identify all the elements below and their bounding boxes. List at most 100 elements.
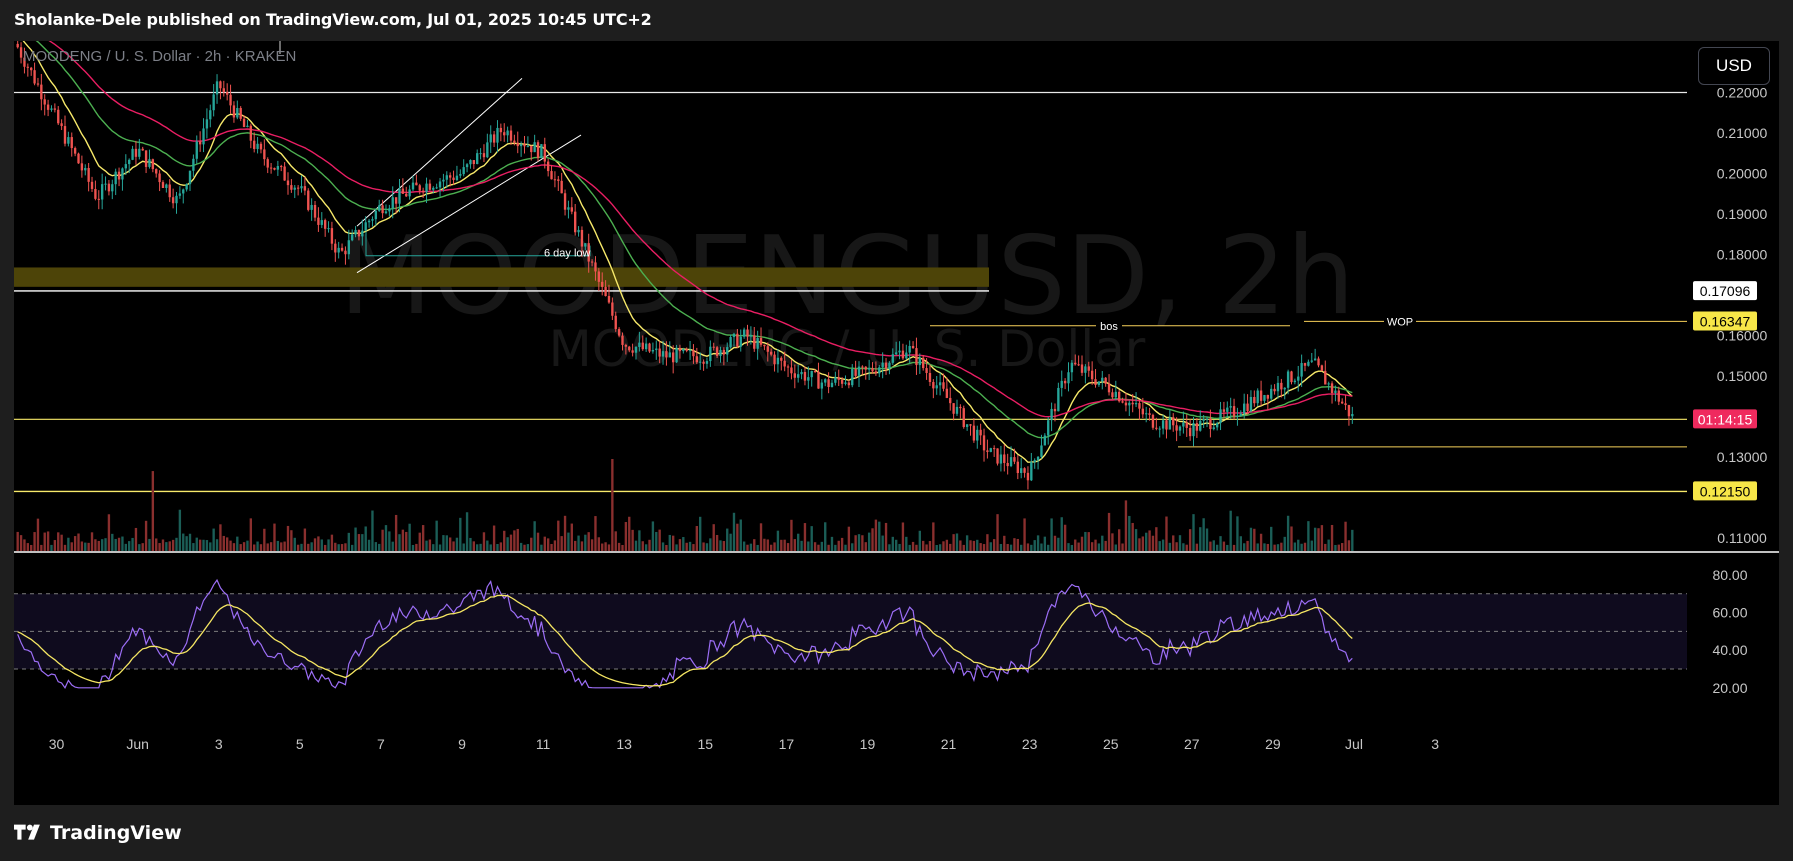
candle-body (1080, 364, 1084, 373)
candle-body (631, 350, 634, 353)
date-tick-label: 27 (1184, 736, 1200, 752)
candle-body (465, 164, 469, 168)
candle-body (161, 182, 165, 188)
volume-bar (1303, 542, 1307, 551)
volume-bar (857, 534, 861, 551)
volume-bar (303, 528, 307, 551)
volume-bar (871, 528, 874, 551)
volume-bar (986, 534, 989, 551)
volume-bar (874, 519, 878, 551)
volume-bar (290, 530, 293, 551)
candle-body (861, 366, 864, 368)
volume-bar (925, 544, 928, 551)
volume-bar (1178, 535, 1182, 551)
volume-bar (36, 518, 40, 551)
volume-bar (820, 541, 824, 551)
wop-label: WOP (1387, 316, 1413, 328)
candle-body (469, 160, 472, 165)
candle-body (1226, 407, 1229, 412)
candle-body (1050, 408, 1053, 421)
candle-body (276, 166, 280, 170)
date-tick-label: 29 (1265, 736, 1281, 752)
volume-bar (1330, 524, 1334, 551)
currency-button[interactable]: USD (1698, 47, 1770, 85)
candle-body (911, 346, 915, 349)
volume-bar (1263, 543, 1266, 551)
candle-body (699, 361, 702, 363)
volume-bar (928, 541, 932, 551)
volume-bar (90, 532, 94, 551)
candle-body (665, 351, 668, 358)
volume-bar (996, 514, 999, 551)
volume-bar (1270, 526, 1273, 551)
volume-bar (878, 521, 881, 551)
candle-body (827, 379, 830, 387)
volume-bar (401, 529, 405, 551)
candle-body (398, 188, 401, 204)
date-tick-label: 5 (296, 736, 304, 752)
candle-body (638, 342, 641, 347)
volume-bar (898, 543, 901, 551)
candle-body (1317, 358, 1320, 366)
candle-body (1286, 371, 1290, 388)
candle-body (1084, 366, 1087, 373)
volume-bar (442, 535, 445, 551)
candle-body (67, 137, 70, 144)
volume-bar (607, 544, 611, 551)
rsi-tick-label: 20.00 (1712, 680, 1747, 696)
brand-label: TradingView (50, 822, 182, 844)
volume-bar (107, 514, 111, 551)
candle-body (165, 184, 168, 188)
candle-body (1094, 379, 1097, 385)
candle-body (1290, 371, 1293, 383)
volume-bar (574, 540, 577, 551)
volume-bar (151, 471, 155, 551)
candle-body (604, 286, 607, 297)
volume-bar (391, 541, 394, 551)
candle-body (222, 88, 225, 93)
volume-bar (1192, 514, 1195, 551)
candle-body (1280, 382, 1283, 390)
price-tick-label: 0.15000 (1717, 368, 1768, 384)
tradingview-brand[interactable]: TradingView (14, 822, 182, 844)
time-axis[interactable]: 30 Jun 3 5 7 9 11 13 15 17 19 21 23 25 27 29 Jul 3 (49, 736, 1439, 752)
candle-body (158, 173, 161, 183)
candle-body (1327, 383, 1330, 385)
candle-body (567, 207, 570, 210)
volume-bar (1013, 538, 1016, 551)
volume-bar (1047, 544, 1050, 551)
volume-bar (719, 540, 722, 551)
candle-body (384, 211, 388, 214)
candle-body (742, 329, 746, 337)
date-tick-label: 13 (616, 736, 632, 752)
volume-bar (1327, 539, 1330, 551)
candle-body (1168, 417, 1172, 430)
volume-bar (1195, 543, 1199, 551)
rsi-axis: 80.00 60.00 40.00 20.00 (1712, 567, 1747, 696)
volume-bar (1313, 527, 1317, 551)
chart-panel[interactable]: MOODENGUSD, 2h MOODENG / U. S. Dollar 6 … (14, 41, 1779, 805)
volume-bar (509, 534, 513, 551)
candle-body (1205, 418, 1209, 420)
price-chart[interactable]: MOODENGUSD, 2h MOODENG / U. S. Dollar 6 … (14, 41, 1779, 805)
volume-bar (340, 544, 344, 551)
candle-body (813, 371, 817, 373)
volume-bar (1340, 543, 1344, 551)
volume-bar (969, 540, 972, 551)
candle-body (280, 166, 283, 168)
volume-bar (1253, 528, 1256, 551)
date-tick-label: 17 (779, 736, 795, 752)
volume-bar (797, 533, 800, 551)
volume-bar (1033, 540, 1036, 551)
date-tick-label: 30 (49, 736, 65, 752)
candle-body (976, 429, 979, 441)
volume-bar (405, 531, 408, 551)
wedge-upper-line (356, 77, 523, 227)
volume-bar (1215, 544, 1219, 551)
volume-bar (67, 537, 70, 551)
volume-bar (421, 525, 425, 551)
candle-body (1030, 462, 1033, 481)
volume-bar (1050, 518, 1053, 551)
volume-bar (611, 459, 614, 551)
volume-bar (215, 539, 219, 551)
